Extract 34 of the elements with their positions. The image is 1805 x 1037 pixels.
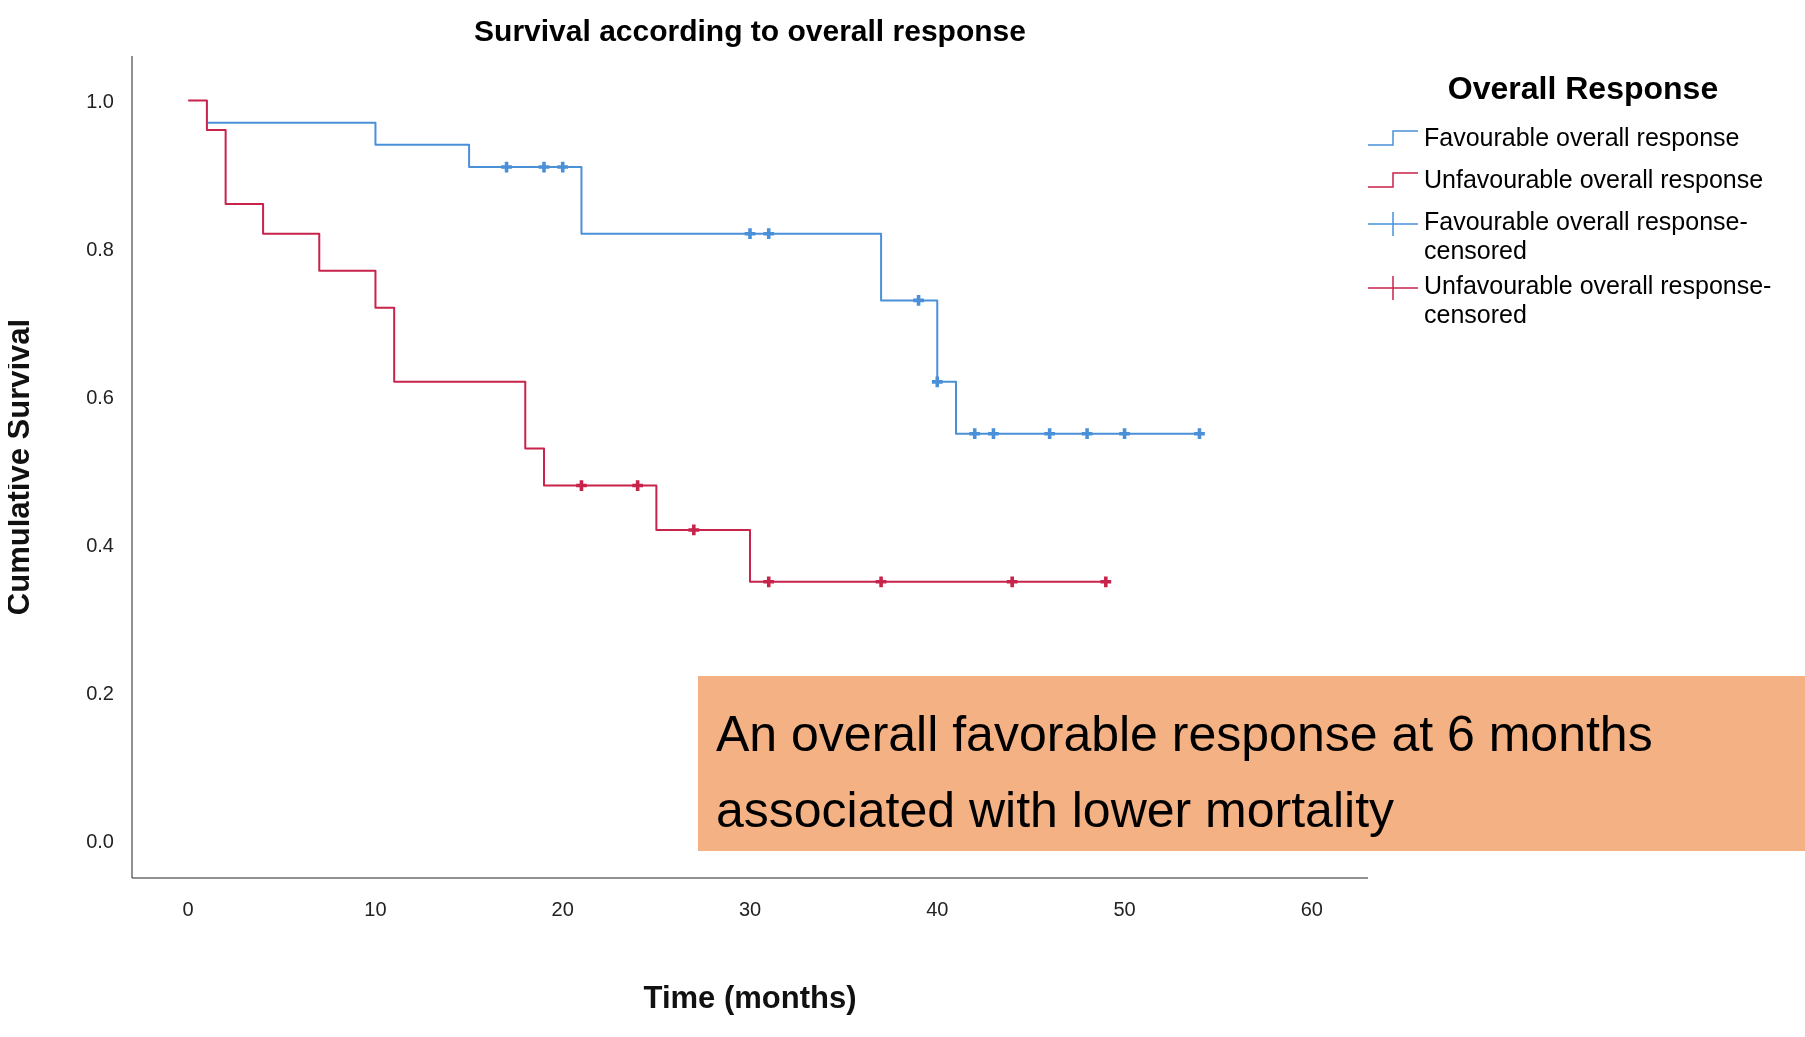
y-tick-label: 1.0 [86, 89, 114, 112]
legend-label: Unfavourable overall response [1424, 165, 1765, 194]
y-tick-label: 0.0 [86, 830, 114, 853]
y-tick-label: 0.6 [86, 385, 114, 408]
x-tick-label: 40 [926, 898, 949, 921]
y-tick-label: 0.4 [86, 533, 114, 556]
point [763, 228, 775, 240]
legend-label: Favourable overall response [1424, 123, 1741, 152]
point [501, 161, 512, 173]
point [875, 576, 887, 588]
legend-label: Unfavourable overall response-censored [1424, 271, 1773, 329]
point [969, 428, 981, 440]
point [931, 376, 943, 388]
x-tick-label: 0 [182, 898, 194, 921]
x-axis-title: Time (months) [643, 980, 857, 1015]
x-tick-label: 10 [364, 898, 387, 921]
legend-title: Overall Response [1446, 70, 1720, 107]
x-tick-label: 60 [1300, 898, 1323, 921]
x-tick-label: 50 [1113, 898, 1136, 921]
point [744, 228, 756, 240]
point [538, 161, 550, 173]
point [763, 576, 775, 588]
point [688, 524, 700, 536]
callout-box: An overall favorable response at 6 months associated with lower mortality [698, 676, 1805, 851]
y-tick-label: 0.2 [86, 681, 114, 704]
point [557, 161, 569, 173]
legend-label: Favourable overall response-censored [1424, 207, 1749, 265]
x-tick-label: 30 [738, 898, 762, 921]
point [1100, 576, 1112, 588]
chart-title: Survival according to overall response [473, 14, 1027, 48]
y-tick-label: 0.8 [86, 237, 114, 260]
point [1006, 576, 1018, 588]
point [1081, 428, 1093, 440]
x-tick-label: 20 [551, 898, 574, 921]
